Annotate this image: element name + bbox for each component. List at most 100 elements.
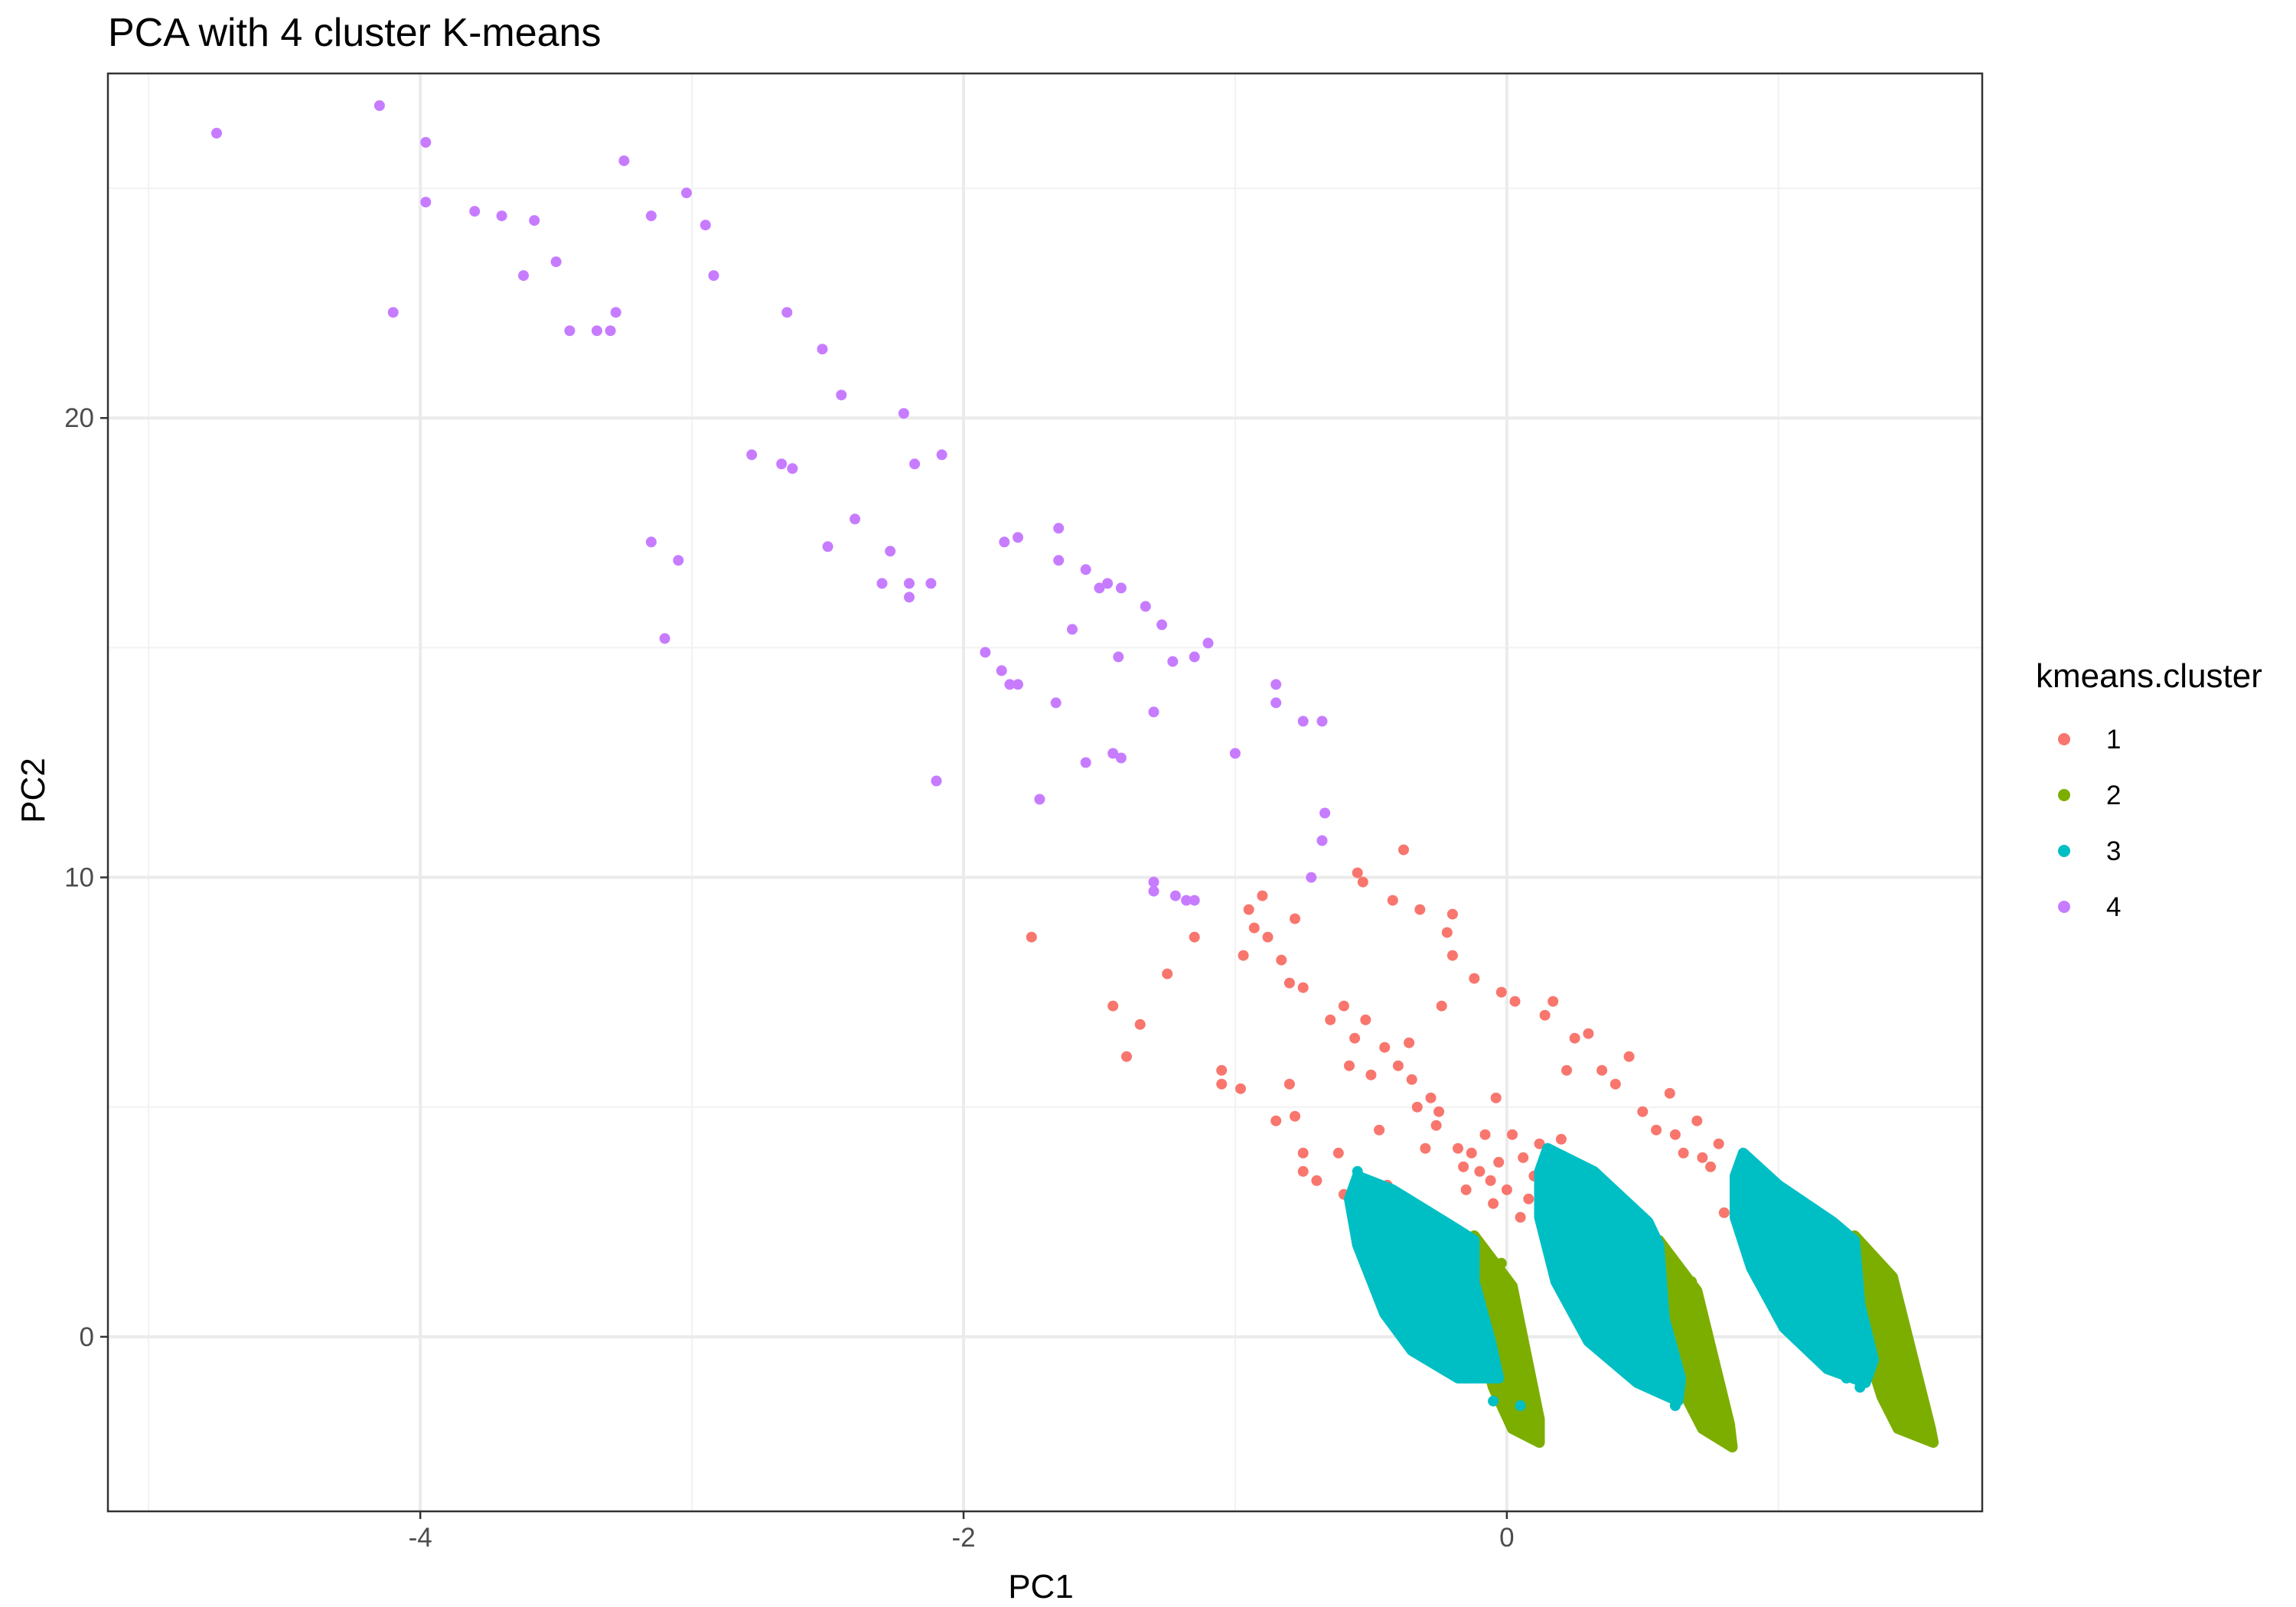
chart-title: PCA with 4 cluster K-means xyxy=(108,11,601,55)
data-point xyxy=(885,546,896,557)
data-point xyxy=(1311,1175,1322,1186)
data-point xyxy=(1053,523,1065,534)
data-point xyxy=(1013,532,1023,543)
data-point xyxy=(1306,872,1317,883)
data-point xyxy=(1433,1106,1445,1117)
axes: -4 -2 0 0 10 20 xyxy=(64,72,1984,1553)
data-point xyxy=(1740,1156,1752,1168)
data-point xyxy=(564,325,576,337)
data-point xyxy=(1623,1051,1635,1062)
x-tick-label: -2 xyxy=(951,1523,975,1553)
data-point xyxy=(1495,986,1507,998)
data-point xyxy=(1814,1340,1825,1351)
data-point xyxy=(373,100,385,111)
data-point xyxy=(1569,1266,1580,1278)
series-4 xyxy=(211,100,1331,906)
data-point xyxy=(1430,1120,1442,1131)
data-point xyxy=(1202,637,1214,649)
data-point xyxy=(1344,1060,1355,1071)
data-point xyxy=(817,344,828,355)
data-point xyxy=(1365,1193,1377,1204)
data-point xyxy=(1460,1184,1472,1195)
data-point xyxy=(1583,1028,1594,1039)
data-point xyxy=(1651,1124,1662,1136)
data-point xyxy=(1107,748,1119,759)
data-point xyxy=(909,458,921,470)
data-point xyxy=(1569,1032,1580,1044)
data-point xyxy=(1276,954,1287,966)
data-point xyxy=(591,325,602,337)
data-point xyxy=(1669,1129,1681,1140)
data-point xyxy=(996,665,1007,676)
data-point xyxy=(1509,996,1521,1007)
data-point xyxy=(980,647,991,658)
data-point xyxy=(1490,1092,1502,1103)
data-point xyxy=(1283,977,1295,989)
panel-border xyxy=(106,72,1984,1513)
data-point xyxy=(1107,1000,1119,1012)
legend-title: kmeans.cluster xyxy=(2036,657,2262,695)
y-tick-label: 0 xyxy=(80,1322,94,1352)
data-point xyxy=(1360,1014,1371,1025)
data-point xyxy=(1398,1294,1409,1305)
data-point xyxy=(1374,1124,1385,1136)
data-point xyxy=(1156,619,1168,631)
data-point xyxy=(1387,895,1398,906)
data-point xyxy=(776,458,788,470)
data-point xyxy=(746,449,758,461)
data-point xyxy=(1713,1138,1724,1149)
data-point xyxy=(211,128,222,139)
data-point xyxy=(1718,1432,1730,1443)
data-point xyxy=(1778,1294,1789,1305)
data-point xyxy=(1678,1147,1689,1159)
data-point xyxy=(1446,950,1458,961)
data-point xyxy=(1243,904,1254,915)
legend-item-1: 1 xyxy=(2058,725,2121,755)
data-point xyxy=(1539,1009,1551,1021)
data-point xyxy=(1479,1129,1491,1140)
data-point xyxy=(645,536,657,548)
data-point xyxy=(999,536,1010,548)
legend-item-4: 4 xyxy=(2058,892,2121,922)
data-point xyxy=(904,592,915,603)
data-point xyxy=(1485,1175,1496,1186)
data-point xyxy=(1895,1372,1906,1384)
data-point xyxy=(1453,1143,1463,1154)
legend-label: 1 xyxy=(2106,725,2121,755)
data-point xyxy=(1460,1372,1472,1384)
data-point xyxy=(1718,1207,1730,1218)
data-point xyxy=(1134,1019,1146,1030)
data-point xyxy=(1316,835,1328,846)
legend-label: 3 xyxy=(2106,836,2121,866)
x-axis-title: PC1 xyxy=(1008,1568,1074,1605)
data-point xyxy=(1441,927,1453,938)
data-point xyxy=(1705,1161,1717,1172)
data-point xyxy=(1325,1014,1336,1025)
data-point xyxy=(1414,904,1426,915)
series-3 xyxy=(1344,1143,1879,1411)
data-point xyxy=(904,578,915,589)
data-point xyxy=(1338,1000,1349,1012)
data-point xyxy=(1664,1087,1675,1099)
data-point xyxy=(1789,1312,1801,1324)
data-point xyxy=(1528,1427,1540,1439)
data-point xyxy=(1067,624,1078,635)
data-point xyxy=(1352,1165,1363,1177)
data-point xyxy=(1113,651,1124,663)
data-point xyxy=(1466,1147,1477,1159)
data-point xyxy=(1121,1051,1132,1062)
data-point xyxy=(1515,1400,1526,1411)
data-point xyxy=(1515,1211,1526,1223)
data-point xyxy=(781,307,793,318)
data-point xyxy=(1248,922,1260,934)
data-point xyxy=(1398,844,1409,856)
data-point xyxy=(898,408,909,419)
data-point xyxy=(1235,1083,1246,1094)
data-point xyxy=(1446,908,1458,920)
data-point xyxy=(1034,794,1045,805)
data-point xyxy=(936,449,947,461)
data-point xyxy=(1332,1147,1344,1159)
data-point xyxy=(1436,1000,1447,1012)
